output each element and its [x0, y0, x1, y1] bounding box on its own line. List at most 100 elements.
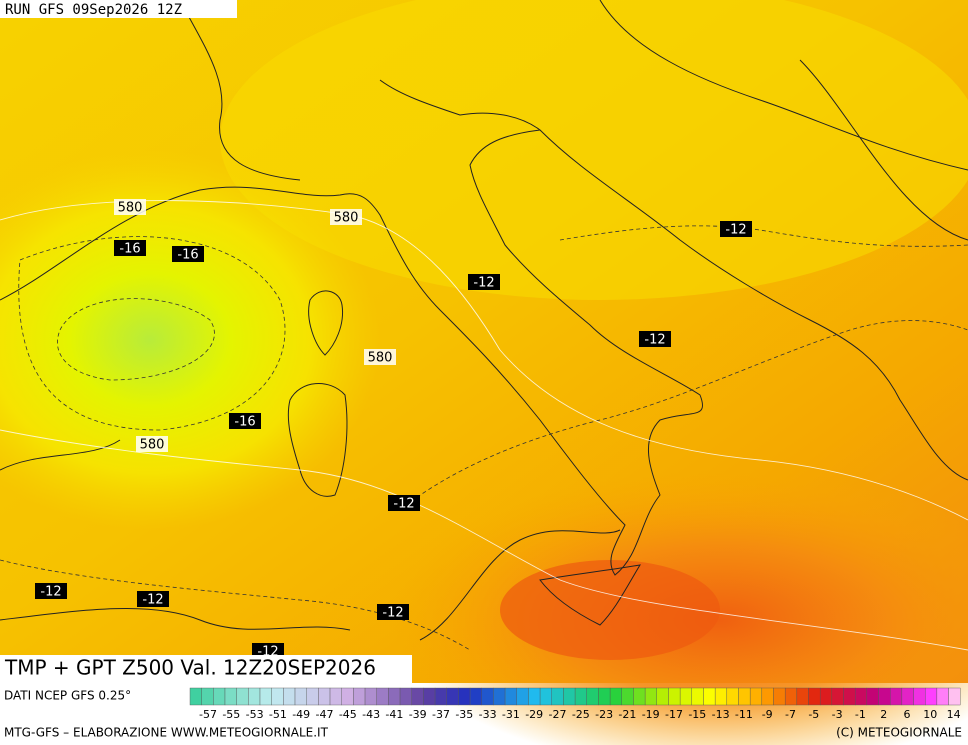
colorbar-cell [574, 687, 587, 706]
colorbar-cell [691, 687, 704, 706]
colorbar-label: -31 [502, 708, 520, 721]
data-source: DATI NCEP GFS 0.25° [4, 689, 131, 703]
colorbar-cell [318, 687, 331, 706]
colorbar-cell [516, 687, 529, 706]
coastlines [0, 0, 968, 641]
colorbar-label: -1 [855, 708, 866, 721]
contour-label: -12 [725, 223, 746, 238]
colorbar-cell [469, 687, 482, 706]
colorbar-label: -55 [222, 708, 240, 721]
label-box [377, 604, 409, 620]
colorbar-label: -49 [292, 708, 310, 721]
label-box [172, 246, 204, 262]
colorbar-cell [878, 687, 891, 706]
colorbar-cell [633, 687, 646, 706]
label-box [136, 436, 168, 452]
colorbar-cell [656, 687, 669, 706]
contour-label: -12 [644, 333, 665, 348]
colorbar-label: -7 [785, 708, 796, 721]
colorbar-cell [458, 687, 471, 706]
colorbar-label: -17 [665, 708, 683, 721]
temperature-contours [0, 225, 968, 651]
colorbar-label: -43 [362, 708, 380, 721]
title-box [0, 655, 412, 683]
colorbar-cell [586, 687, 599, 706]
colorbar-cell [925, 687, 938, 706]
colorbar-cell [726, 687, 739, 706]
colorbar-cell [388, 687, 401, 706]
colorbar-cell [761, 687, 774, 706]
colorbar-label: -25 [572, 708, 590, 721]
colorbar-label: -35 [455, 708, 473, 721]
colorbar-label: -41 [385, 708, 403, 721]
colorbar-label: -37 [432, 708, 450, 721]
colorbar-cell [749, 687, 763, 706]
colorbar-cell [504, 687, 517, 706]
colorbar-cell [306, 687, 319, 706]
colorbar-label: -29 [525, 708, 543, 721]
contour-label: 580 [368, 351, 393, 366]
colorbar-label: -11 [735, 708, 753, 721]
footer-right: (C) METEOGIORNALE [836, 726, 962, 740]
colorbar-label: -13 [712, 708, 730, 721]
colorbar-cell [236, 687, 249, 706]
contour-label: -12 [142, 593, 163, 608]
colorbar-cell [808, 687, 821, 706]
colorbar-label: -5 [808, 708, 819, 721]
contour-label: -12 [382, 606, 403, 621]
colorbar-cell [528, 687, 541, 706]
footer-left: MTG-GFS – ELABORAZIONE WWW.METEOGIORNALE… [4, 726, 329, 740]
label-box [114, 199, 146, 215]
colorbar-cell [283, 687, 296, 706]
colorbar-cell [213, 687, 226, 706]
label-box [330, 209, 362, 225]
colorbar-cell [341, 687, 354, 706]
colorbar-cell [621, 687, 634, 706]
colorbar-label: -53 [246, 708, 264, 721]
label-box [468, 274, 500, 290]
colorbar-label: 2 [880, 708, 887, 721]
colorbar-cell [294, 687, 307, 706]
colorbar-cell [399, 687, 412, 706]
colorbar-label: -27 [549, 708, 567, 721]
colorbar-cell [411, 687, 424, 706]
colorbar-label: 10 [923, 708, 937, 721]
contour-label: -16 [234, 415, 255, 430]
run-label: RUN GFS 09Sep2026 12Z [5, 2, 182, 18]
colorbar-label: -19 [642, 708, 660, 721]
map-title: TMP + GPT Z500 Val. 12Z20SEP2026 [4, 656, 376, 680]
colorbar-cell [854, 687, 868, 706]
colorbar-cell [224, 687, 237, 706]
colorbar-cell [364, 687, 377, 706]
colorbar-cell [376, 687, 389, 706]
colorbar-label: -51 [269, 708, 287, 721]
colorbar-cell [714, 687, 728, 706]
colorbar-label: -21 [618, 708, 636, 721]
colorbar-cell [773, 687, 786, 706]
colorbar-cell [539, 687, 552, 706]
colorbar-cell [201, 687, 214, 706]
colorbar-cell [423, 687, 436, 706]
colorbar-label: -47 [316, 708, 334, 721]
colorbar-cell [551, 687, 564, 706]
colorbar-cell [784, 687, 798, 706]
colorbar-label: -15 [688, 708, 706, 721]
colorbar-label: -39 [409, 708, 427, 721]
colorbar-cell [936, 687, 949, 706]
colorbar-cell [259, 687, 272, 706]
colorbar-cell [890, 687, 903, 706]
colorbar-cell [679, 687, 693, 706]
label-box [639, 331, 671, 347]
colorbar-label: -3 [832, 708, 843, 721]
colorbar-cell [948, 687, 961, 706]
contour-label: -12 [40, 585, 61, 600]
colorbar-cell [644, 687, 658, 706]
colorbar-label: -9 [762, 708, 773, 721]
colorbar-label: -33 [479, 708, 497, 721]
colorbar-cell [913, 687, 926, 706]
colorbar-cell [703, 687, 716, 706]
colorbar-cell [668, 687, 681, 706]
label-box [114, 240, 146, 256]
colorbar-cell [189, 687, 202, 706]
